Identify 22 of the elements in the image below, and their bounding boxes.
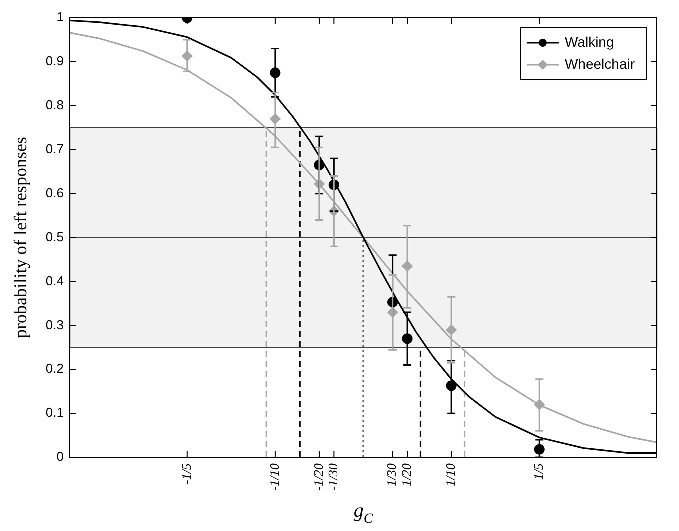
y-tick-label: 0.4 — [46, 273, 64, 288]
y-tick-label: 0.8 — [46, 97, 64, 112]
x-tick-label: -1/30 — [326, 463, 341, 492]
y-tick-label: 0.6 — [46, 185, 64, 200]
legend-label: Walking — [564, 34, 614, 50]
y-tick-label: 0.1 — [46, 405, 64, 420]
y-tick-label: 0.5 — [46, 229, 64, 244]
y-tick-label: 1 — [56, 10, 64, 25]
y-tick-label: 0.7 — [46, 141, 64, 156]
y-tick-label: 0.9 — [46, 54, 64, 69]
y-axis-title: probability of left responses — [10, 137, 31, 339]
y-tick-label: 0 — [56, 449, 64, 464]
x-tick-label: -1/10 — [266, 463, 282, 492]
x-tick-label: 1/30 — [384, 463, 400, 487]
legend-label: Wheelchair — [564, 56, 636, 72]
y-tick-label: 0.3 — [46, 317, 64, 332]
x-tick-label: -1/5 — [178, 463, 194, 485]
y-tick-label: 0.2 — [46, 361, 64, 376]
x-tick-label: 1/5 — [531, 463, 546, 480]
x-tick-label: 1/20 — [398, 463, 414, 487]
x-tick-label: -1/20 — [310, 463, 326, 492]
x-tick-label: 1/10 — [442, 463, 458, 487]
